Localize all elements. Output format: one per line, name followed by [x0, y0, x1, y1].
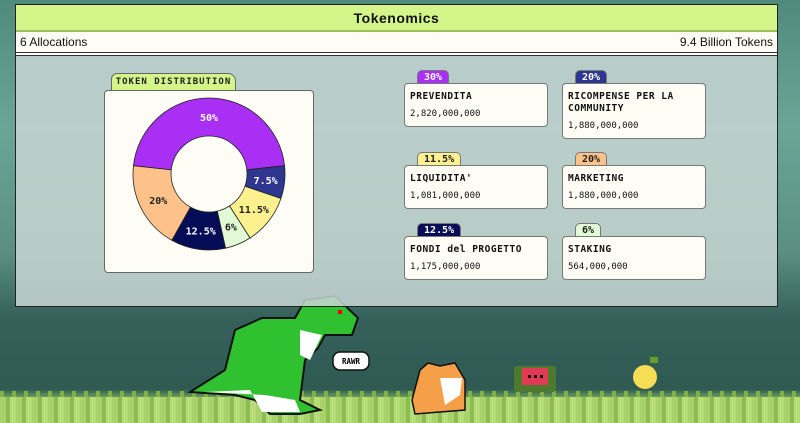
shiba-dog [411, 362, 466, 415]
allocation-percent-badge: 20% [575, 70, 608, 83]
allocation-card: LIQUIDITA' 1,081,000,000 [404, 165, 548, 209]
allocation-card: FONDI del PROGETTO 1,175,000,000 [404, 236, 548, 280]
slice-label: 12.5% [186, 226, 216, 237]
allocation-card: RICOMPENSE PER LA COMMUNITY 1,880,000,000 [562, 83, 706, 139]
donut-slice[interactable] [133, 97, 285, 171]
lemon [633, 357, 658, 389]
allocation-amount: 1,081,000,000 [410, 191, 481, 201]
allocation-name: RICOMPENSE PER LA COMMUNITY [568, 91, 674, 114]
tokenomics-panel: Tokenomics 6 Allocations 9.4 Billion Tok… [15, 4, 778, 307]
allocation-name: STAKING [568, 244, 612, 255]
allocation-card: PREVENDITA 2,820,000,000 [404, 83, 548, 127]
allocation-name: MARKETING [568, 173, 624, 184]
slice-label: 7.5% [254, 176, 278, 187]
slice-label: 50% [200, 113, 218, 124]
allocation-percent-badge: 11.5% [417, 152, 462, 165]
slice-label: 20% [149, 196, 167, 207]
donut-chart: 50% 7.5% 11.5%6% 12.5% 20% [132, 97, 286, 251]
allocation-percent-badge: 30% [417, 70, 450, 83]
allocation-card: MARKETING 1,880,000,000 [562, 165, 706, 209]
dinosaur [186, 294, 360, 415]
allocation-count: 6 Allocations [20, 35, 88, 49]
allocation-name: LIQUIDITA' [410, 173, 473, 184]
grass [0, 391, 800, 423]
allocation-name: PREVENDITA [410, 91, 473, 102]
allocation-percent-badge: 12.5% [417, 223, 462, 236]
allocation-amount: 564,000,000 [568, 262, 628, 272]
allocation-percent-badge: 6% [575, 223, 602, 236]
slice-label: 11.5% [239, 205, 269, 216]
total-tokens: 9.4 Billion Tokens [679, 35, 773, 49]
panel-title: Tokenomics [16, 5, 777, 32]
speech-text: RAWR [342, 357, 361, 366]
speech-bubble: RAWR [332, 351, 370, 371]
donut-slice[interactable] [132, 165, 191, 241]
chart-title-tab: TOKEN DISTRIBUTION [111, 73, 236, 90]
slice-label: 6% [225, 223, 237, 234]
allocation-amount: 1,880,000,000 [568, 121, 639, 131]
watermelon [514, 366, 556, 392]
allocation-name: FONDI del PROGETTO [410, 244, 522, 255]
allocation-card: STAKING 564,000,000 [562, 236, 706, 280]
allocation-amount: 1,880,000,000 [568, 191, 639, 201]
allocation-percent-badge: 20% [575, 152, 608, 165]
allocation-amount: 2,820,000,000 [410, 109, 481, 119]
token-distribution-chart: 50% 7.5% 11.5% 6% 12.5% 20% [104, 90, 314, 273]
allocation-amount: 1,175,000,000 [410, 262, 481, 272]
info-row: 6 Allocations 9.4 Billion Tokens [16, 32, 777, 56]
